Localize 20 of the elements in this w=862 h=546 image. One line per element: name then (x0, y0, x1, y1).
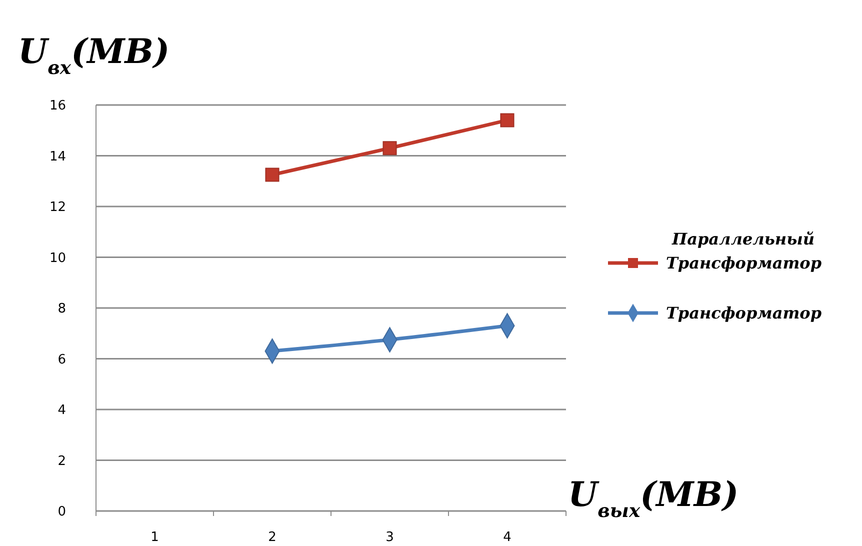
y-tick-label: 4 (58, 403, 66, 418)
y-tick-label: 6 (58, 352, 66, 368)
y-tick-label: 8 (58, 302, 66, 317)
text: Параллельный Трансформатор (666, 230, 822, 273)
x-tick-label: 3 (386, 530, 394, 545)
point (382, 141, 397, 156)
y-tick-label: 0 (58, 504, 66, 520)
chart-title: U$_{вх}$(МВ) (18, 32, 170, 79)
point (265, 168, 280, 182)
y-tick-label: 10 (49, 250, 66, 266)
legend-label: Трансформатор (666, 304, 822, 323)
x-tick-label: 2 (268, 530, 276, 545)
x-tick-label: 1 (150, 530, 159, 545)
y-tick-label: 14 (49, 149, 66, 164)
x-tick-label: 4 (503, 530, 512, 545)
point (500, 113, 514, 128)
y-tick-label: 12 (49, 200, 66, 216)
x-axis-title: U$_{вых}$(МВ) (568, 475, 739, 522)
y-tick-label: 16 (49, 98, 66, 114)
y-tick-label: 2 (58, 454, 66, 469)
